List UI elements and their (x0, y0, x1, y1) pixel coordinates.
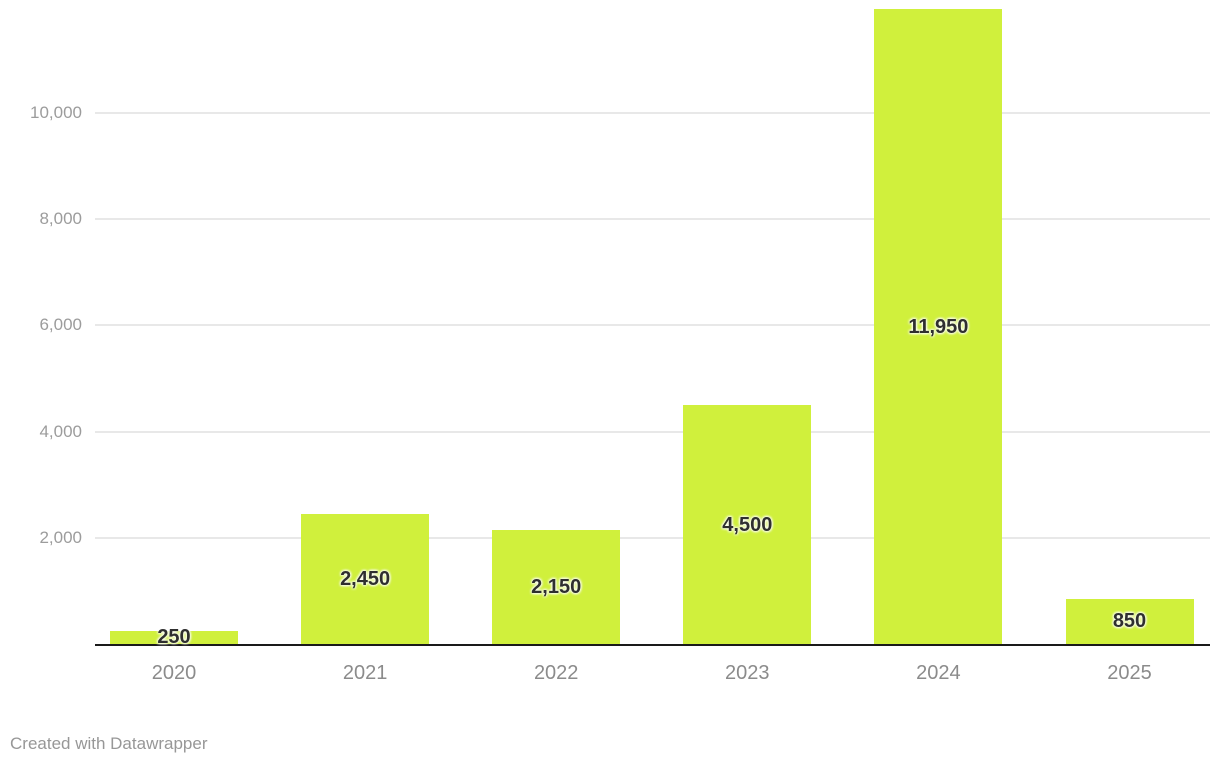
x-axis-line (95, 643, 1210, 646)
gridline (95, 218, 1210, 221)
x-axis-label: 2024 (916, 662, 961, 684)
bar[interactable] (492, 529, 621, 644)
datawrapper-attribution[interactable]: Created with Datawrapper (10, 734, 208, 753)
x-axis-label: 2021 (342, 662, 388, 684)
bar-value-label: 4,500 (722, 513, 773, 536)
bar-value-label: 2,450 (340, 567, 391, 590)
gridline (95, 112, 1210, 114)
y-axis-tick-label: 4,000 (39, 421, 82, 441)
x-axis-label: 2020 (151, 662, 197, 684)
bar[interactable] (110, 630, 238, 644)
y-axis-tick-label: 2,000 (39, 527, 82, 547)
bar[interactable] (301, 513, 430, 644)
bar[interactable] (874, 9, 1003, 644)
bar-value-label: 2,150 (531, 575, 582, 598)
bar[interactable] (683, 405, 812, 644)
bar-value-label: 250 (157, 626, 191, 649)
bar-value-label: 850 (1112, 610, 1147, 633)
bar[interactable] (1065, 598, 1194, 644)
y-axis-tick-label: 6,000 (39, 315, 82, 335)
y-axis-tick-label: 10,000 (30, 103, 82, 122)
x-axis-label: 2023 (725, 662, 770, 684)
gridline (95, 324, 1210, 327)
gridline (95, 430, 1210, 433)
y-axis-tick-label: 8,000 (39, 209, 82, 229)
bar-value-label: 11,950 (908, 315, 969, 338)
x-axis-label: 2022 (533, 662, 579, 684)
x-axis-label: 2025 (1107, 662, 1152, 684)
gridline (95, 536, 1210, 539)
